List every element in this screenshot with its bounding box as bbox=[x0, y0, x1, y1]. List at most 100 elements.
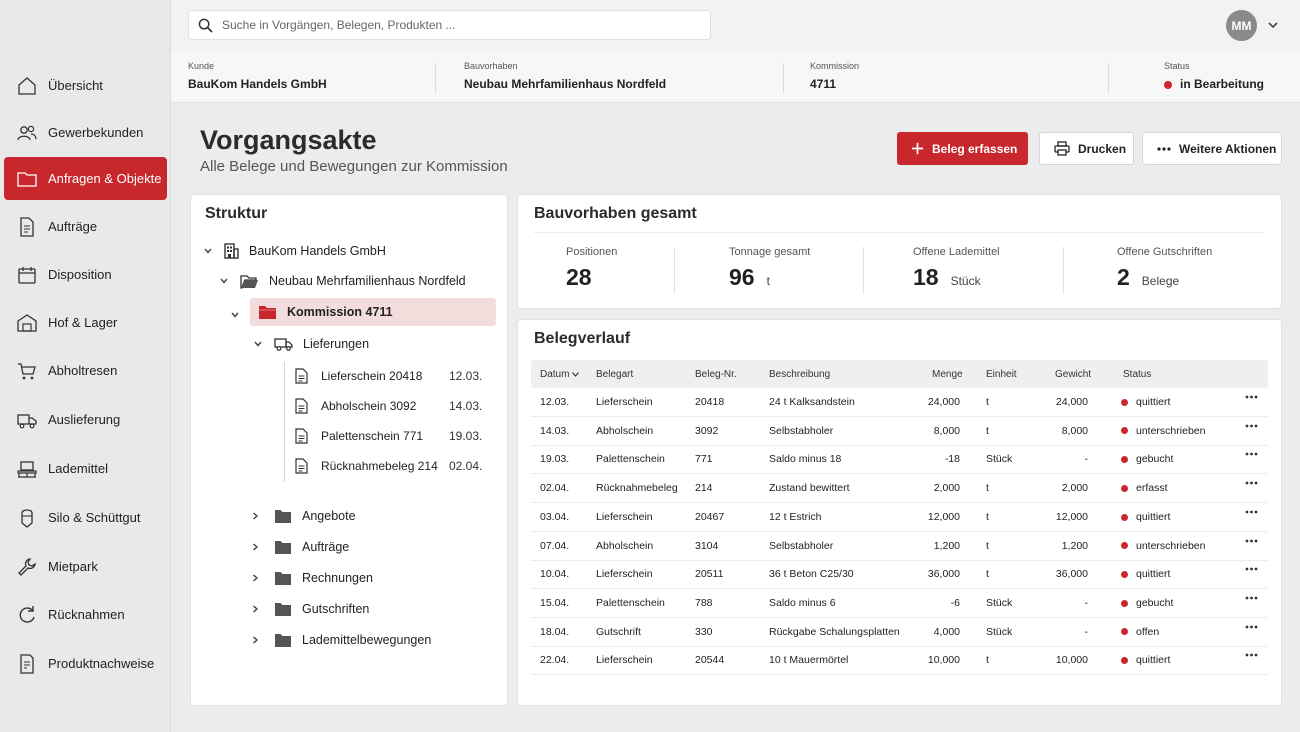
col-description-header[interactable]: Beschreibung bbox=[769, 369, 831, 380]
row-menu-icon[interactable] bbox=[1245, 539, 1258, 543]
sidebar-item[interactable]: Auslieferung bbox=[4, 398, 167, 441]
cell-number[interactable]: 20467 bbox=[695, 510, 725, 523]
sidebar-item-label: Rücknahmen bbox=[48, 607, 125, 622]
table-row[interactable]: 02.04. Rücknahmebeleg 214 Zustand bewittert… bbox=[531, 474, 1268, 504]
sidebar-item[interactable]: Aufträge bbox=[4, 205, 167, 248]
sidebar-item[interactable]: Rücknahmen bbox=[4, 593, 167, 636]
sidebar-item[interactable]: Hof & Lager bbox=[4, 301, 167, 344]
sidebar-item[interactable]: Mietpark bbox=[4, 545, 167, 588]
chevron-down-icon[interactable] bbox=[217, 276, 231, 286]
structure-title: Struktur bbox=[205, 205, 268, 222]
tree-node-document[interactable]: Rücknahmebeleg 214 bbox=[295, 452, 438, 480]
sidebar-item[interactable]: Übersicht bbox=[4, 64, 167, 107]
add-document-button[interactable]: Beleg erfassen bbox=[897, 132, 1028, 165]
kpi-unit: Stück bbox=[950, 274, 981, 288]
cell-weight: 10,000 bbox=[1055, 654, 1088, 667]
tree-node-document[interactable]: Abholschein 3092 bbox=[295, 392, 416, 420]
table-row[interactable]: 03.04. Lieferschein 20467 12 t Estrich 12,00… bbox=[531, 503, 1268, 532]
folder-icon bbox=[274, 571, 292, 586]
tree-node-folder[interactable]: Angebote bbox=[248, 502, 356, 530]
sidebar-item[interactable]: Abholtresen bbox=[4, 349, 167, 392]
row-menu-icon[interactable] bbox=[1245, 625, 1258, 629]
chevron-down-icon[interactable] bbox=[1267, 18, 1279, 36]
status-dot bbox=[1121, 542, 1128, 550]
row-menu-icon[interactable] bbox=[1245, 510, 1258, 514]
tree-node-folder[interactable]: Aufträge bbox=[248, 533, 349, 561]
more-actions-button[interactable]: Weitere Aktionen bbox=[1142, 132, 1282, 165]
col-type-header[interactable]: Belegart bbox=[596, 369, 634, 380]
cell-number[interactable]: 3092 bbox=[695, 424, 719, 437]
page-subtitle: Alle Belege und Bewegungen zur Kommissio… bbox=[200, 158, 508, 175]
row-menu-icon[interactable] bbox=[1245, 596, 1258, 600]
row-menu-icon[interactable] bbox=[1245, 653, 1258, 657]
table-row[interactable]: 14.03. Abholschein 3092 Selbstabholer 8,000 t… bbox=[531, 417, 1268, 446]
cell-number[interactable]: 771 bbox=[695, 453, 713, 466]
sidebar-item[interactable]: Silo & Schüttgut bbox=[4, 496, 167, 539]
sidebar-item[interactable]: Anfragen & Objekte bbox=[4, 157, 167, 200]
cell-date: 22.04. bbox=[540, 654, 570, 667]
cell-number[interactable]: 214 bbox=[695, 482, 713, 495]
col-unit-header[interactable]: Einheit bbox=[986, 369, 1017, 380]
sidebar-item[interactable]: Produktnachweise bbox=[4, 642, 167, 685]
table-row[interactable]: 07.04. Abholschein 3104 Selbstabholer 1,200 t… bbox=[531, 532, 1268, 561]
cell-number[interactable]: 3104 bbox=[695, 539, 719, 552]
kpi-tile: Tonnage gesamt 96 t bbox=[729, 246, 810, 291]
status-dot bbox=[1121, 628, 1128, 636]
cell-type: Lieferschein bbox=[596, 396, 653, 408]
col-quantity-header[interactable]: Menge bbox=[932, 369, 963, 380]
table-row[interactable]: 19.03. Palettenschein 771 Saldo minus 18 -18… bbox=[531, 445, 1268, 475]
search-input[interactable] bbox=[222, 18, 710, 32]
table-row[interactable]: 22.04. Lieferschein 20544 10 t Mauermörtel 1… bbox=[531, 646, 1268, 676]
tree-node-commission[interactable]: Kommission 4711 bbox=[250, 298, 496, 326]
sidebar-item[interactable]: Gewerbekunden bbox=[4, 111, 167, 154]
sidebar-item[interactable]: Disposition bbox=[4, 253, 167, 296]
chevron-down-icon[interactable] bbox=[230, 307, 240, 325]
row-menu-icon[interactable] bbox=[1245, 567, 1258, 571]
plus-icon bbox=[911, 142, 924, 155]
cell-number[interactable]: 20418 bbox=[695, 396, 725, 408]
col-number-header[interactable]: Beleg-Nr. bbox=[695, 369, 737, 380]
tree-node-document[interactable]: Lieferschein 20418 bbox=[295, 362, 422, 390]
tree-node-folder[interactable]: Rechnungen bbox=[248, 564, 373, 592]
tree-document-date: 02.04. bbox=[449, 459, 483, 473]
chevron-right-icon[interactable] bbox=[248, 635, 262, 645]
sort-down-icon[interactable] bbox=[572, 369, 580, 380]
chevron-down-icon[interactable] bbox=[251, 339, 265, 349]
chevron-right-icon[interactable] bbox=[248, 542, 262, 552]
col-weight-header[interactable]: Gewicht bbox=[1055, 369, 1092, 380]
tree-node-deliveries[interactable]: Lieferungen bbox=[251, 330, 369, 358]
cell-number[interactable]: 330 bbox=[695, 625, 713, 638]
tree-node-folder[interactable]: Gutschriften bbox=[248, 595, 369, 623]
row-menu-icon[interactable] bbox=[1245, 452, 1258, 456]
cell-weight: 1,200 bbox=[1061, 539, 1088, 552]
cell-number[interactable]: 20511 bbox=[695, 568, 724, 581]
table-row[interactable]: 15.04. Palettenschein 788 Saldo minus 6 -6 St… bbox=[531, 589, 1268, 618]
table-row[interactable]: 10.04. Lieferschein 20511 36 t Beton C25/30… bbox=[531, 560, 1268, 590]
table-row[interactable]: 12.03. Lieferschein 20418 24 t Kalksandstei… bbox=[531, 388, 1268, 417]
col-status-header[interactable]: Status bbox=[1123, 369, 1152, 380]
tree-node-project[interactable]: Neubau Mehrfamilienhaus Nordfeld bbox=[217, 267, 466, 295]
print-button[interactable]: Drucken bbox=[1039, 132, 1134, 165]
chevron-down-icon[interactable] bbox=[201, 246, 215, 256]
sidebar-item[interactable]: Lademittel bbox=[4, 447, 167, 490]
row-menu-icon[interactable] bbox=[1245, 424, 1258, 428]
cell-number[interactable]: 20544 bbox=[695, 654, 725, 667]
chevron-right-icon[interactable] bbox=[248, 604, 262, 614]
col-date-header[interactable]: Datum bbox=[540, 369, 580, 380]
project-label: Bauvorhaben bbox=[464, 61, 518, 71]
kpi-label: Offene Lademittel bbox=[913, 246, 1000, 258]
row-menu-icon[interactable] bbox=[1245, 395, 1258, 399]
search-box[interactable] bbox=[188, 10, 711, 40]
chevron-right-icon[interactable] bbox=[248, 511, 262, 521]
chevron-right-icon[interactable] bbox=[248, 573, 262, 583]
cell-number[interactable]: 788 bbox=[695, 596, 713, 609]
cell-description: Selbstabholer bbox=[769, 539, 834, 552]
status-dot bbox=[1121, 398, 1128, 406]
tree-node-customer[interactable]: BauKom Handels GmbH bbox=[201, 237, 386, 265]
tree-node-folder[interactable]: Lademittelbewegungen bbox=[248, 626, 431, 654]
table-row[interactable]: 18.04. Gutschrift 330 Rückgabe Schalungspla… bbox=[531, 618, 1268, 647]
row-menu-icon[interactable] bbox=[1245, 481, 1258, 485]
warehouse-icon bbox=[17, 313, 37, 333]
avatar[interactable]: MM bbox=[1226, 10, 1257, 41]
tree-node-document[interactable]: Palettenschein 771 bbox=[295, 422, 423, 450]
